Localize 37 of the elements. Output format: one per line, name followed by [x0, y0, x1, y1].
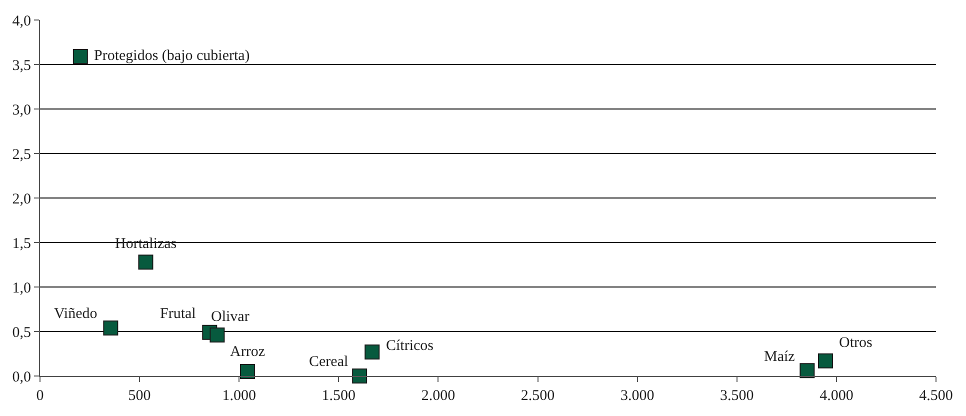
point: [72, 48, 88, 64]
point: [352, 368, 368, 384]
y-tick-label: 1,5: [12, 236, 31, 252]
annotation: Protegidos (bajo cubierta): [94, 48, 250, 64]
x-tick-label: 500: [128, 388, 151, 404]
point: [818, 353, 833, 368]
y-tick-label: 2,0: [12, 191, 31, 208]
x-tick-label: 3.500: [720, 388, 754, 404]
x-tick-label: 4.500: [919, 388, 953, 404]
point: [800, 363, 815, 378]
y-tick-label: 3,5: [12, 58, 31, 74]
point: [138, 254, 154, 270]
annotation: Arroz: [230, 344, 266, 360]
annotation: Otros: [839, 335, 872, 351]
x-tick-label: 1.000: [222, 388, 256, 404]
x-tick-label: 1.500: [322, 388, 356, 404]
x-tick-label: 0: [36, 388, 44, 404]
annotation: Cereal: [309, 354, 348, 370]
point: [103, 320, 118, 336]
annotation: Olivar: [211, 309, 250, 325]
y-tick-label: 1,0: [12, 280, 31, 296]
point: [364, 344, 380, 360]
y-tick-label: 3,0: [12, 102, 31, 118]
y-tick-label: 0,5: [12, 324, 31, 341]
annotation: Maíz: [764, 349, 796, 365]
x-tick-label: 2.000: [421, 388, 456, 404]
x-tick-label: 3.000: [620, 388, 654, 404]
annotation: Cítricos: [386, 338, 434, 354]
annotation: Viñedo: [54, 306, 98, 322]
point: [210, 328, 225, 343]
point: [240, 364, 255, 380]
x-tick-label: 2.500: [520, 388, 555, 404]
y-tick-label: 0,0: [12, 369, 31, 386]
y-tick-label: 2,5: [12, 146, 31, 163]
annotation: Frutal: [160, 306, 196, 322]
y-tick-label: 4,0: [12, 13, 31, 30]
x-tick-label: 4.000: [820, 388, 854, 404]
